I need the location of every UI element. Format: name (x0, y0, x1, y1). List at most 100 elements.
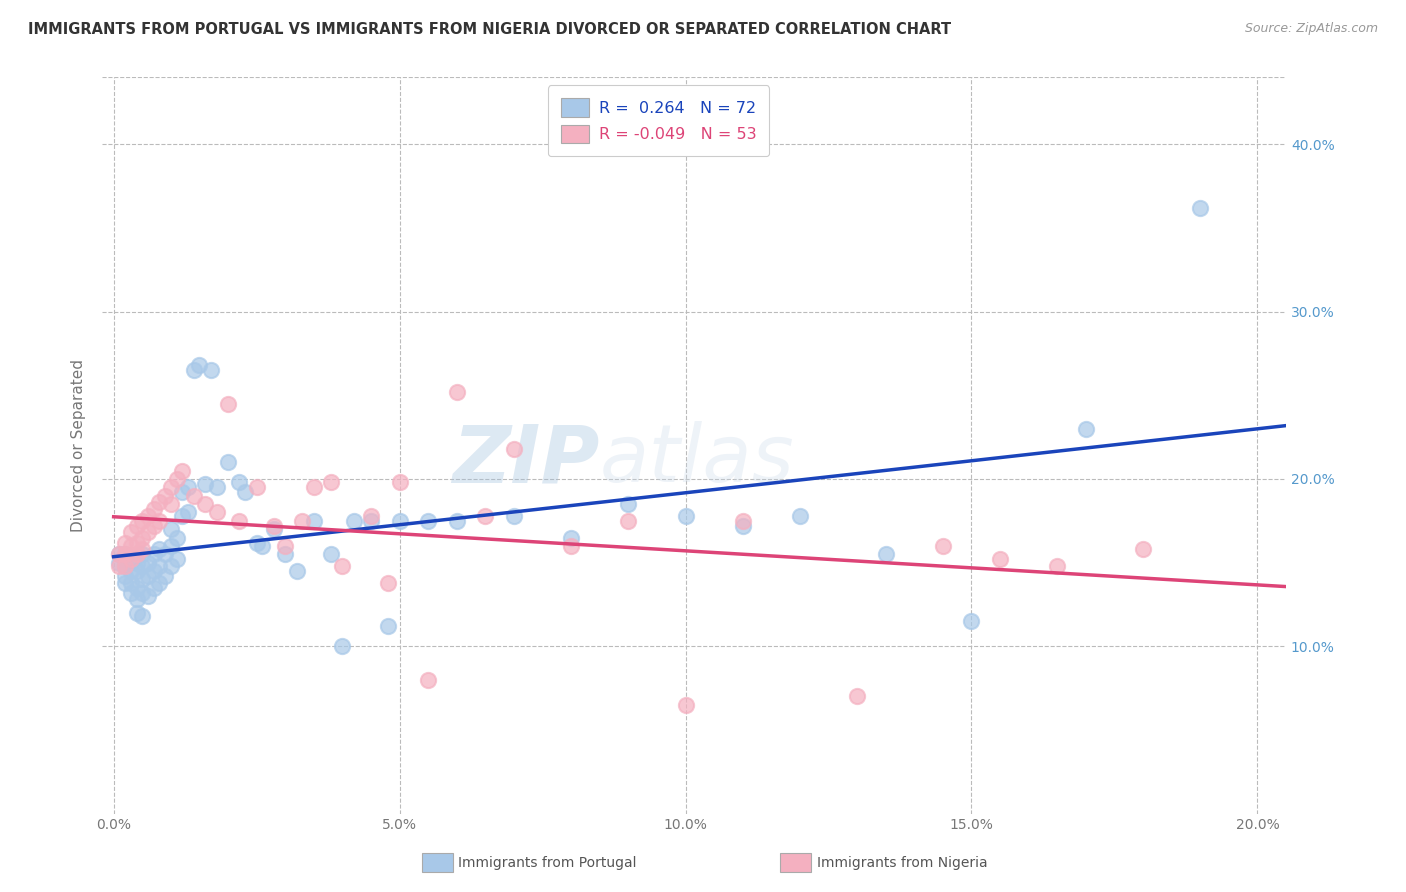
Point (166, 472, 188, 486)
Point (125, 581, 148, 595)
Point (1074, 422, 1097, 436)
Point (332, 558, 354, 573)
Point (252, 539, 274, 553)
Point (160, 539, 183, 553)
Point (194, 477, 217, 491)
Point (205, 505, 228, 519)
Point (183, 363, 205, 377)
Point (183, 489, 205, 503)
Point (120, 585, 142, 599)
Point (125, 564, 148, 578)
Point (142, 518, 165, 533)
Point (142, 547, 165, 561)
Point (136, 556, 159, 570)
Point (136, 508, 159, 523)
Point (194, 497, 217, 511)
Point (120, 552, 142, 566)
Point (188, 358, 211, 372)
Point (142, 564, 165, 578)
Point (446, 514, 468, 528)
Point (148, 575, 170, 590)
Point (560, 531, 582, 545)
Point (560, 539, 582, 553)
Point (285, 564, 308, 578)
Point (125, 556, 148, 570)
Point (142, 502, 165, 516)
Point (233, 485, 256, 500)
Point (148, 495, 170, 509)
Point (131, 585, 153, 599)
Point (388, 514, 411, 528)
Point (731, 518, 754, 533)
Point (142, 581, 165, 595)
Point (114, 547, 136, 561)
Point (125, 518, 148, 533)
Point (114, 569, 136, 583)
Point (148, 514, 170, 528)
Point (166, 531, 188, 545)
Point (1189, 201, 1212, 215)
Point (131, 531, 153, 545)
Point (503, 508, 526, 523)
Point (125, 606, 148, 620)
Point (319, 475, 342, 490)
Point (446, 384, 468, 399)
Point (332, 639, 354, 653)
Point (114, 547, 136, 561)
Point (205, 480, 228, 494)
Point (1046, 558, 1069, 573)
Point (675, 508, 697, 523)
Point (302, 480, 325, 494)
Legend: R =  0.264   N = 72, R = -0.049   N = 53: R = 0.264 N = 72, R = -0.049 N = 53 (548, 86, 769, 156)
Point (166, 552, 188, 566)
Point (125, 535, 148, 549)
Point (875, 547, 897, 561)
Text: Immigrants from Portugal: Immigrants from Portugal (458, 855, 637, 870)
Text: atlas: atlas (599, 421, 794, 500)
Point (108, 558, 131, 573)
Point (846, 690, 869, 704)
Point (263, 518, 285, 533)
Point (160, 497, 183, 511)
Point (503, 442, 526, 456)
Point (153, 569, 176, 583)
Point (108, 547, 131, 561)
Point (153, 489, 176, 503)
Point (377, 619, 399, 633)
Point (302, 514, 325, 528)
Point (136, 525, 159, 540)
Point (131, 542, 153, 557)
Point (319, 547, 342, 561)
Point (675, 698, 697, 712)
Point (388, 475, 411, 490)
Point (114, 558, 136, 573)
Point (120, 552, 142, 566)
Point (789, 508, 811, 523)
Point (263, 522, 285, 536)
Point (418, 673, 440, 687)
Text: Source: ZipAtlas.com: Source: ZipAtlas.com (1244, 22, 1378, 36)
Point (160, 522, 183, 536)
Point (246, 480, 269, 494)
Point (120, 525, 142, 540)
Point (172, 508, 194, 523)
Point (172, 485, 194, 500)
Point (932, 539, 955, 553)
Point (125, 592, 148, 607)
Point (153, 547, 176, 561)
Point (474, 508, 496, 523)
Point (617, 514, 640, 528)
Point (148, 558, 170, 573)
Point (360, 508, 382, 523)
Point (131, 609, 153, 624)
Point (120, 539, 142, 553)
Point (114, 558, 136, 573)
Point (377, 575, 399, 590)
Point (114, 575, 136, 590)
Point (160, 558, 183, 573)
Point (1132, 542, 1154, 557)
Point (360, 514, 382, 528)
Point (274, 539, 297, 553)
Point (200, 363, 222, 377)
Point (131, 558, 153, 573)
